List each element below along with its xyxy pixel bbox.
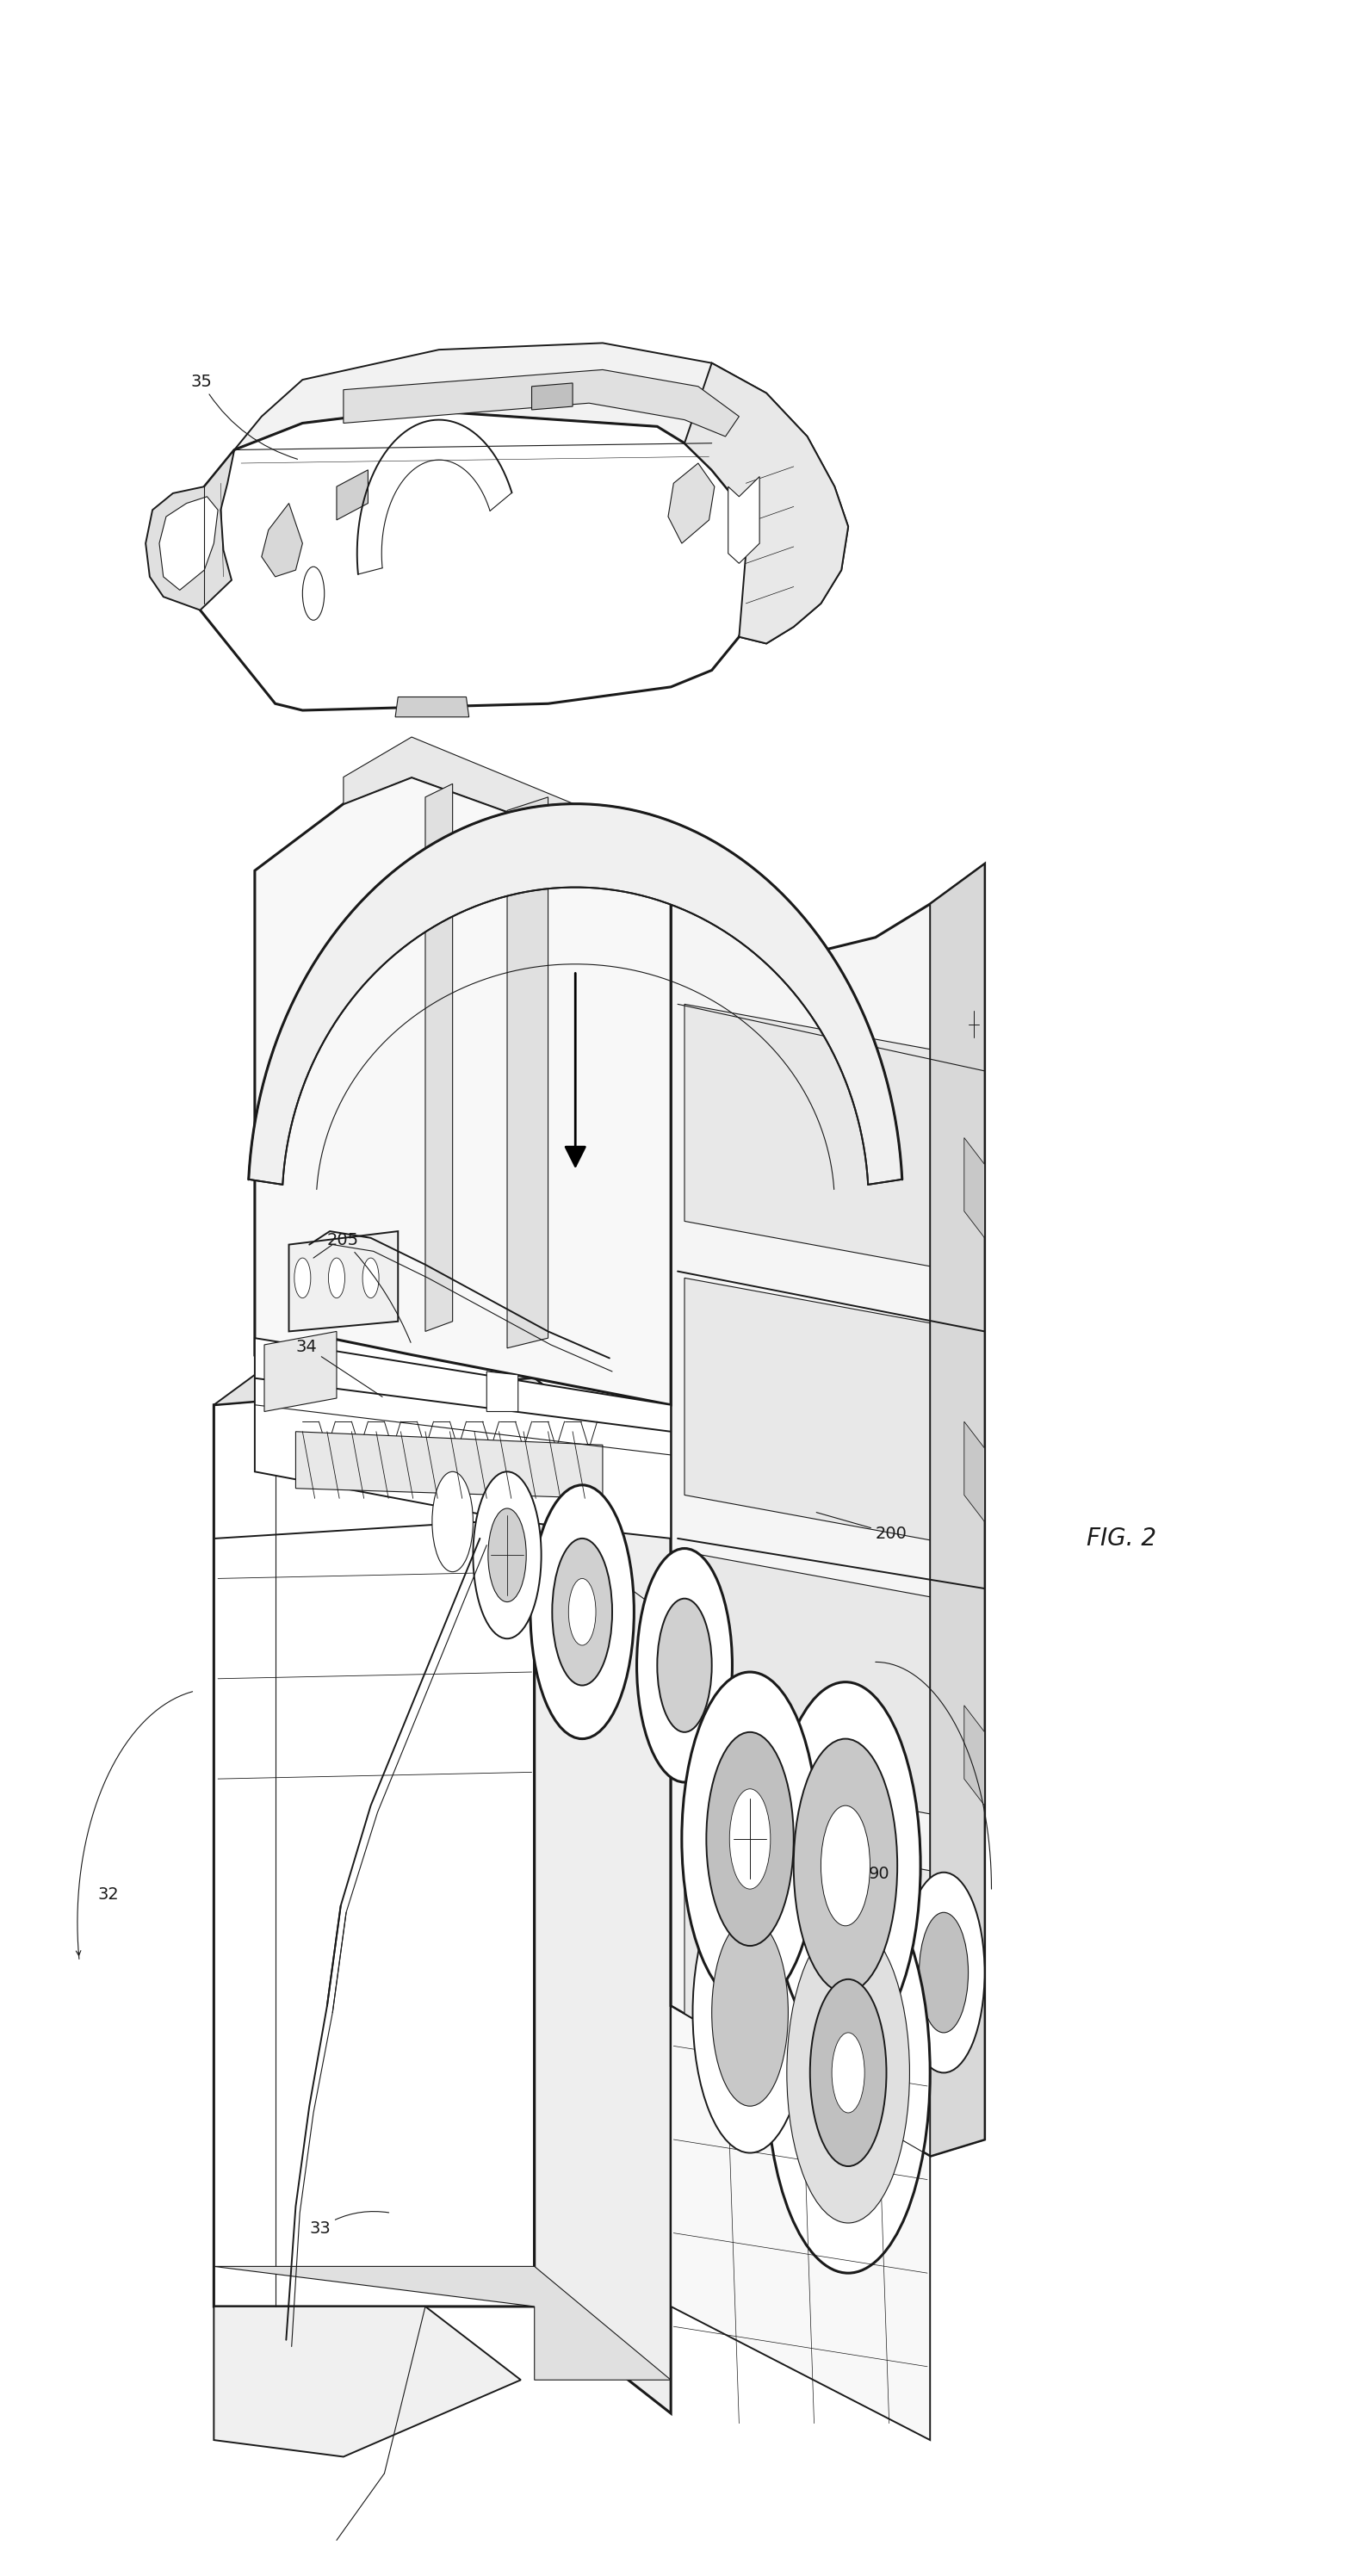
Circle shape xyxy=(530,1484,634,1739)
Circle shape xyxy=(810,1978,886,2166)
Circle shape xyxy=(433,1471,474,1571)
Polygon shape xyxy=(214,1345,671,1489)
Polygon shape xyxy=(344,737,671,871)
Circle shape xyxy=(363,1257,379,1298)
Polygon shape xyxy=(684,1278,957,1546)
Polygon shape xyxy=(214,1378,534,2306)
Polygon shape xyxy=(684,1551,957,1819)
Polygon shape xyxy=(214,2267,671,2380)
Polygon shape xyxy=(249,804,902,1185)
Polygon shape xyxy=(289,1231,398,1332)
Circle shape xyxy=(693,1873,808,2154)
Polygon shape xyxy=(159,497,218,590)
Circle shape xyxy=(712,1919,789,2107)
Polygon shape xyxy=(668,464,715,544)
Polygon shape xyxy=(344,371,739,435)
Circle shape xyxy=(552,1538,612,1685)
Polygon shape xyxy=(255,778,671,1404)
Polygon shape xyxy=(507,796,548,1347)
Polygon shape xyxy=(684,1005,957,1273)
Polygon shape xyxy=(426,783,453,1332)
Polygon shape xyxy=(145,451,234,611)
Text: 33: 33 xyxy=(309,2210,389,2236)
Text: 90: 90 xyxy=(869,1865,890,1883)
Polygon shape xyxy=(684,363,849,644)
Polygon shape xyxy=(531,384,572,410)
Circle shape xyxy=(919,1911,968,2032)
Circle shape xyxy=(706,1731,794,1945)
Polygon shape xyxy=(396,698,470,716)
Polygon shape xyxy=(487,1370,517,1412)
Polygon shape xyxy=(534,1378,671,2414)
Circle shape xyxy=(832,2032,865,2112)
Text: 34: 34 xyxy=(296,1340,382,1396)
Text: 205: 205 xyxy=(327,1231,411,1342)
Circle shape xyxy=(794,1739,897,1994)
Polygon shape xyxy=(671,863,984,2156)
Polygon shape xyxy=(728,477,760,564)
Polygon shape xyxy=(964,1139,984,1239)
Circle shape xyxy=(657,1600,712,1731)
Circle shape xyxy=(637,1548,732,1783)
Circle shape xyxy=(568,1579,596,1646)
Text: FIG. 2: FIG. 2 xyxy=(1086,1525,1155,1551)
Circle shape xyxy=(489,1510,526,1602)
Polygon shape xyxy=(193,410,753,711)
Polygon shape xyxy=(964,1422,984,1522)
Circle shape xyxy=(787,1922,909,2223)
Polygon shape xyxy=(671,2007,930,2439)
Polygon shape xyxy=(684,1826,957,2092)
Polygon shape xyxy=(930,863,984,2156)
Polygon shape xyxy=(261,502,303,577)
Polygon shape xyxy=(337,469,368,520)
Polygon shape xyxy=(964,1705,984,1806)
Circle shape xyxy=(902,1873,984,2074)
Polygon shape xyxy=(214,2306,520,2458)
Text: 32: 32 xyxy=(99,1886,119,1904)
Polygon shape xyxy=(234,343,849,644)
Text: 35: 35 xyxy=(190,374,297,459)
Circle shape xyxy=(474,1471,541,1638)
Circle shape xyxy=(767,1873,930,2272)
Circle shape xyxy=(294,1257,311,1298)
Circle shape xyxy=(303,567,324,621)
Circle shape xyxy=(682,1672,819,2007)
Circle shape xyxy=(329,1257,345,1298)
Polygon shape xyxy=(255,1337,671,1538)
Circle shape xyxy=(821,1806,871,1927)
Circle shape xyxy=(771,1682,920,2050)
Polygon shape xyxy=(296,1432,602,1499)
Polygon shape xyxy=(264,1332,337,1412)
Circle shape xyxy=(730,1788,771,1888)
Text: 200: 200 xyxy=(816,1512,908,1543)
